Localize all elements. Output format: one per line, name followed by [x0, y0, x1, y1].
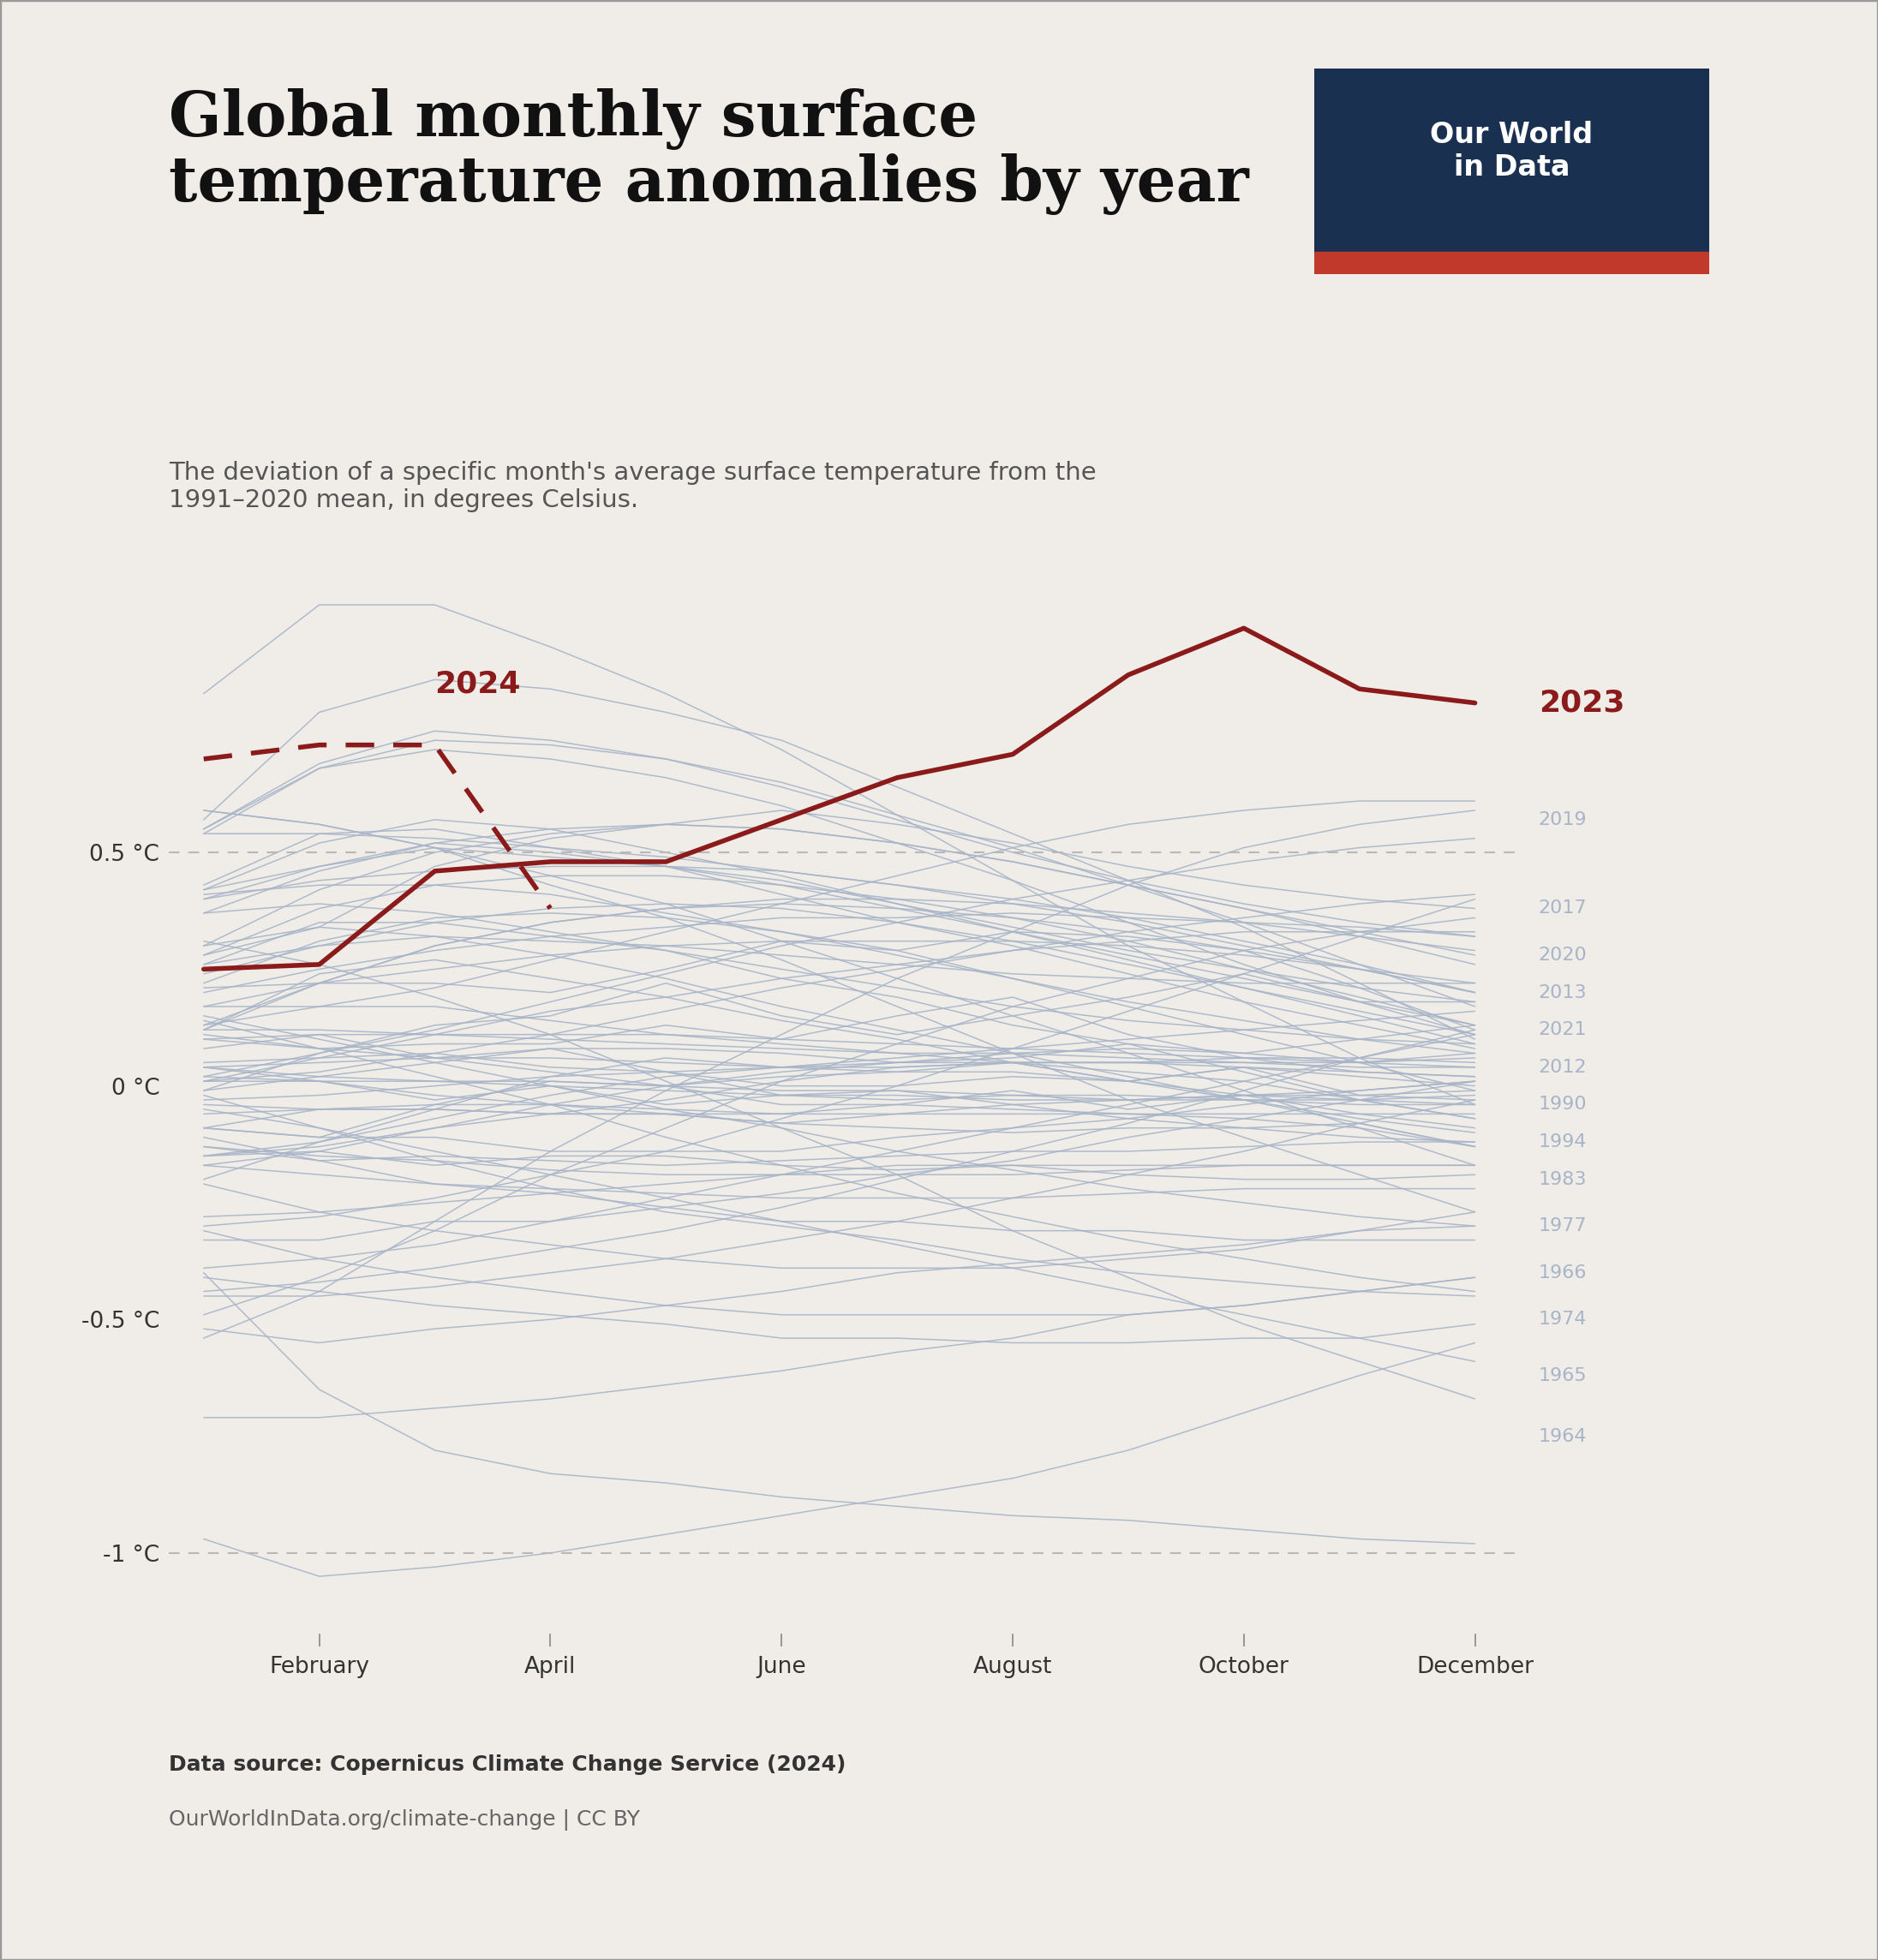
Text: 1964: 1964 [1538, 1427, 1587, 1445]
Text: 2023: 2023 [1538, 688, 1624, 717]
Text: 1990: 1990 [1538, 1096, 1587, 1113]
Text: OurWorldInData.org/climate-change | CC BY: OurWorldInData.org/climate-change | CC B… [169, 1809, 640, 1831]
Text: 1977: 1977 [1538, 1217, 1587, 1235]
Text: 2020: 2020 [1538, 947, 1587, 964]
Text: 1974: 1974 [1538, 1311, 1587, 1329]
Text: 2024: 2024 [436, 670, 520, 700]
Text: 2012: 2012 [1538, 1058, 1587, 1076]
Text: 2013: 2013 [1538, 984, 1587, 1002]
Text: 1966: 1966 [1538, 1264, 1587, 1282]
Bar [1315, 251, 1709, 274]
Text: 2019: 2019 [1538, 811, 1587, 829]
Text: 1965: 1965 [1538, 1366, 1587, 1384]
Text: Global monthly surface
temperature anomalies by year: Global monthly surface temperature anoma… [169, 88, 1249, 216]
Text: 2021: 2021 [1538, 1021, 1587, 1039]
Text: Our World
in Data: Our World in Data [1431, 120, 1593, 182]
Text: 1994: 1994 [1538, 1133, 1587, 1151]
Text: 2017: 2017 [1538, 900, 1587, 917]
Text: The deviation of a specific month's average surface temperature from the
1991–20: The deviation of a specific month's aver… [169, 461, 1097, 512]
Text: Data source: Copernicus Climate Change Service (2024): Data source: Copernicus Climate Change S… [169, 1754, 847, 1774]
Text: 1983: 1983 [1538, 1170, 1587, 1188]
